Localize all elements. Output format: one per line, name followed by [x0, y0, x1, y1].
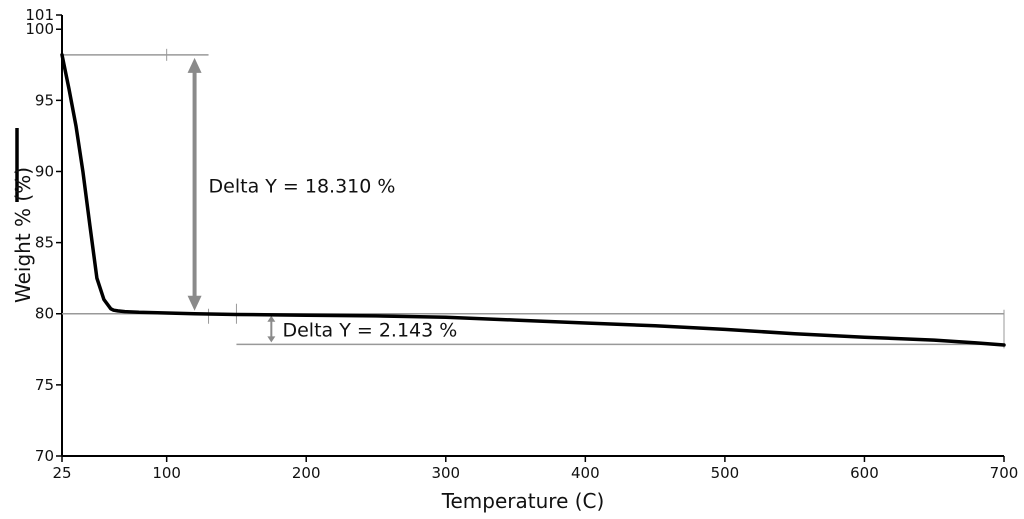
y-tick-label: 80 — [35, 305, 54, 323]
y-tick-label: 101 — [25, 6, 54, 24]
x-tick-label: 200 — [292, 464, 321, 482]
y-axis-title: Weight % (%) — [11, 167, 35, 303]
x-tick-label: 300 — [431, 464, 460, 482]
y-tick-label: 100 — [25, 20, 54, 38]
y-tick-label: 90 — [35, 162, 54, 180]
x-axis-title: Temperature (C) — [441, 489, 605, 513]
arrow-down-icon — [187, 295, 202, 311]
x-tick-label: 600 — [850, 464, 879, 482]
x-tick-label: 100 — [152, 464, 181, 482]
x-tick-label: 25 — [52, 464, 71, 482]
weight-series-line — [60, 53, 1006, 347]
axes-layer: 25 100 200 300 400 500 600 70070758085909510010… — [15, 6, 1019, 482]
y-tick-label: 75 — [35, 376, 54, 394]
x-tick-label: 400 — [571, 464, 600, 482]
delta-label: Delta Y = 18.310 % — [209, 176, 396, 198]
x-tick-label: 500 — [711, 464, 740, 482]
arrow-down-icon — [267, 336, 276, 343]
y-tick-label: 70 — [35, 447, 54, 465]
delta-annotation-1: Delta Y = 18.310 % — [62, 48, 1004, 324]
y-tick-label: 85 — [35, 234, 54, 252]
y-tick-label: 95 — [35, 91, 54, 109]
arrow-up-icon — [267, 315, 276, 322]
arrow-up-icon — [187, 57, 202, 73]
x-tick-label: 700 — [990, 464, 1019, 482]
delta-label: Delta Y = 2.143 % — [282, 319, 457, 341]
data-layer — [60, 53, 1006, 347]
annotations-layer: Delta Y = 18.310 % Delta Y = 2.143 % — [62, 48, 1005, 349]
delta-annotation-2: Delta Y = 2.143 % — [235, 303, 1005, 349]
